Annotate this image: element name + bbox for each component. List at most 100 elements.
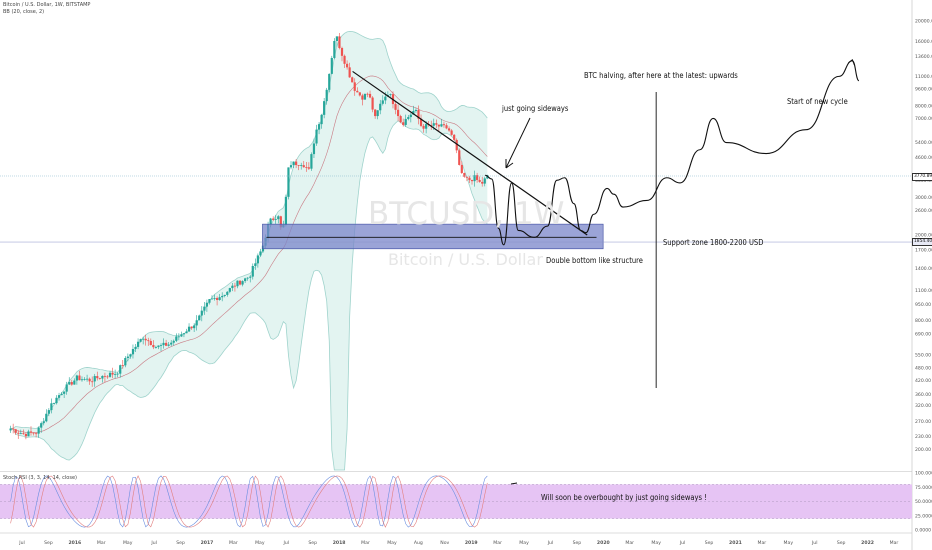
candle-body	[162, 342, 165, 346]
y-tick-label: 1400.00	[915, 266, 932, 272]
candle-body	[129, 354, 132, 357]
drawings	[352, 59, 860, 496]
candles	[0, 32, 912, 440]
candle-body	[292, 161, 295, 166]
x-tick-label: May	[651, 540, 661, 546]
candle-body	[198, 315, 201, 321]
candle-body	[85, 378, 89, 380]
candle-body	[419, 118, 423, 126]
candle-body	[412, 111, 415, 115]
annotation-sideways: just going sideways	[502, 104, 569, 113]
candle-body	[50, 403, 53, 411]
osc-tick-label: 25.0000	[915, 513, 932, 519]
candle-body	[343, 55, 346, 64]
x-tick-label: Sep	[837, 540, 846, 546]
annotation-support: Support zone 1800-2200 USD	[663, 238, 764, 247]
candle-body	[305, 167, 308, 169]
candle-body	[328, 73, 331, 90]
sideways-arrow	[505, 117, 531, 169]
candle-body	[317, 124, 321, 130]
x-tick-label: Jul	[547, 540, 554, 546]
band-fill	[10, 31, 488, 470]
candle-body	[481, 181, 484, 184]
y-tick-label: 1700.00	[915, 248, 932, 254]
x-tick-label: Jul	[18, 540, 25, 546]
candle-body	[422, 125, 425, 129]
candle-body	[70, 382, 73, 385]
y-tick-label: 11000.00	[915, 74, 932, 80]
y-tick-label: 360.00	[915, 392, 931, 398]
candle-body	[272, 218, 275, 220]
x-tick-label: 2018	[333, 540, 346, 546]
stoch-d-line	[10, 475, 488, 528]
x-tick-label: Mar	[625, 540, 634, 546]
candle-body	[335, 36, 339, 41]
candle-body	[363, 93, 367, 100]
annotation-overbought: Will soon be overbought by just going si…	[541, 493, 707, 502]
candle-body	[407, 117, 410, 119]
y-tick-label: 3000.00	[915, 195, 932, 201]
candle-body	[190, 326, 193, 329]
candle-body	[126, 356, 129, 359]
chart-title: Bitcoin / U.S. Dollar, 1W, BITSTAMP	[3, 2, 91, 8]
y-tick-label: 320.00	[915, 403, 931, 409]
y-tick-label: 420.00	[915, 378, 931, 384]
candle-body	[404, 118, 407, 125]
candle-body	[458, 150, 461, 165]
candle-body	[366, 93, 369, 95]
candle-body	[47, 410, 50, 414]
candle-body	[440, 124, 443, 127]
x-tick-label: Nov	[440, 540, 449, 546]
candle-body	[200, 310, 203, 316]
candle-body	[244, 278, 247, 282]
y-tick-label: 20000.00	[915, 18, 932, 24]
candle-body	[348, 67, 351, 78]
candle-body	[478, 179, 481, 182]
candle-body	[93, 376, 96, 382]
candle-body	[144, 338, 147, 341]
candle-body	[75, 375, 78, 381]
candle-body	[98, 378, 101, 379]
candle-body	[432, 123, 435, 126]
x-tick-label: Mar	[229, 540, 238, 546]
candle-body	[231, 285, 234, 289]
candle-body	[91, 381, 94, 383]
candle-body	[279, 216, 282, 228]
candle-body	[315, 129, 318, 144]
y-tick-label: 950.00	[915, 302, 931, 308]
bollinger-bands	[10, 31, 488, 471]
candle-body	[205, 302, 208, 307]
candle-body	[63, 391, 66, 394]
x-tick-label: Sep	[308, 540, 317, 546]
candle-body	[116, 373, 119, 375]
candle-body	[445, 125, 448, 129]
candle-body	[29, 431, 33, 433]
candle-body	[340, 48, 344, 56]
candle-body	[333, 40, 336, 58]
candle-body	[111, 372, 114, 375]
downtrend-line	[352, 70, 588, 236]
candle-body	[381, 100, 384, 104]
candle-body	[256, 255, 259, 264]
candle-body	[24, 433, 27, 437]
x-tick-label: Jul	[811, 540, 818, 546]
candle-body	[473, 175, 476, 182]
candle-body	[17, 432, 20, 434]
candle-body	[465, 176, 469, 178]
osc-tick-label: 50.0000	[915, 499, 932, 505]
candle-body	[195, 320, 198, 326]
candle-body	[106, 376, 109, 378]
osc-tick-label: 75.0000	[915, 485, 932, 491]
candle-body	[37, 427, 40, 434]
candle-body	[259, 251, 262, 256]
candle-body	[238, 280, 242, 285]
price-badge-support: 1854.40	[912, 238, 932, 246]
candle-body	[34, 433, 38, 435]
candle-body	[154, 347, 158, 348]
candle-body	[182, 333, 186, 335]
y-tick-label: 8000.00	[915, 104, 932, 110]
y-tick-label: 200.00	[915, 447, 931, 453]
candle-body	[447, 128, 451, 131]
